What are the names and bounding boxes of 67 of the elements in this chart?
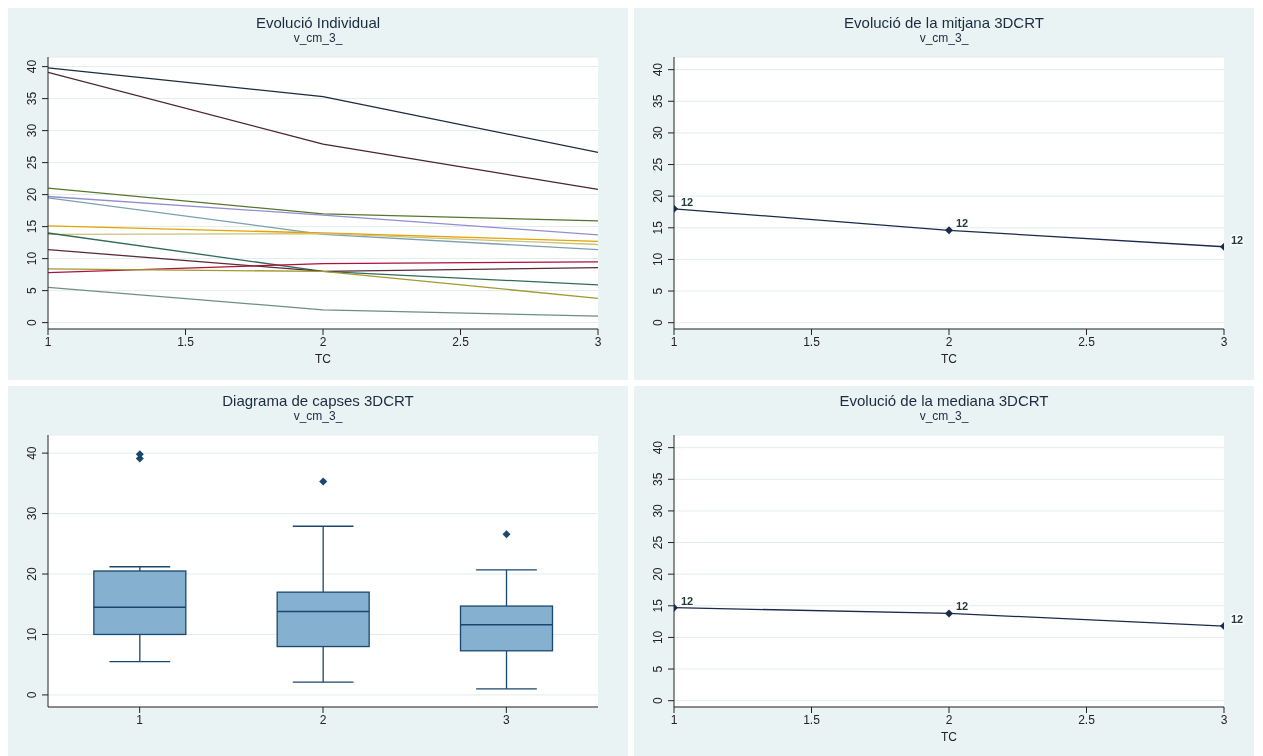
x-tick-label: 1.5 [177, 334, 195, 349]
x-axis-title: TC [941, 352, 958, 366]
x-tick-label: 1.5 [803, 334, 821, 349]
chart-title: Evolució de la mitjana 3DCRT [843, 13, 1045, 31]
x-tick-label: 2 [319, 334, 327, 349]
y-tick-label: 10 [25, 627, 39, 642]
y-tick-label: 35 [651, 94, 665, 108]
chart-subtitle: v_cm_3_ [918, 31, 970, 45]
y-tick-label: 35 [651, 472, 665, 486]
x-tick-label: 2.5 [452, 334, 470, 349]
y-tick-label: 15 [25, 219, 39, 234]
y-tick-label: 10 [651, 252, 665, 267]
x-tick-label: 1 [136, 712, 144, 727]
y-tick-label: 5 [651, 665, 665, 673]
y-tick-label: 25 [25, 155, 39, 170]
x-axis-title: TC [315, 352, 332, 366]
y-tick-label: 15 [651, 598, 665, 613]
y-tick-label: 40 [25, 59, 39, 74]
annotation: 12 [1231, 233, 1244, 246]
chart-title: Evolució de la mediana 3DCRT [838, 391, 1050, 409]
x-tick-label: 1 [670, 712, 678, 727]
y-tick-label: 0 [651, 697, 665, 705]
x-tick-label: 2 [319, 712, 327, 727]
x-tick-label: 2.5 [1078, 712, 1096, 727]
x-tick-label: 3 [1220, 334, 1228, 349]
annotation: 12 [956, 217, 969, 230]
x-tick-label: 1 [44, 334, 52, 349]
y-tick-label: 20 [25, 187, 39, 202]
y-tick-label: 10 [25, 251, 39, 266]
x-axis-title: TC [941, 730, 958, 744]
y-tick-label: 5 [25, 286, 39, 294]
x-tick-label: 2.5 [1078, 334, 1096, 349]
x-tick-label: 3 [594, 334, 602, 349]
chart-title: Evolució Individual [254, 13, 382, 31]
x-tick-label: 1 [670, 334, 678, 349]
x-tick-label: 2 [945, 334, 953, 349]
y-tick-label: 30 [25, 506, 39, 521]
y-tick-label: 20 [25, 567, 39, 581]
y-tick-label: 40 [25, 446, 39, 460]
y-tick-label: 0 [25, 691, 39, 699]
annotation: 12 [1231, 613, 1244, 626]
chart-subtitle: v_cm_3_ [292, 409, 344, 423]
y-tick-label: 40 [651, 62, 665, 77]
y-tick-label: 20 [651, 189, 665, 203]
y-tick-label: 15 [651, 220, 665, 235]
annotation: 12 [681, 195, 694, 208]
chart-subtitle: v_cm_3_ [918, 409, 970, 423]
y-tick-label: 20 [651, 567, 665, 581]
y-tick-label: 25 [651, 535, 665, 550]
annotation: 12 [956, 600, 969, 613]
y-tick-label: 40 [651, 440, 665, 455]
x-tick-label: 3 [502, 712, 510, 727]
y-tick-label: 0 [651, 319, 665, 327]
x-tick-label: 2 [945, 712, 953, 727]
y-tick-label: 30 [651, 503, 665, 518]
x-tick-label: 1.5 [803, 712, 821, 727]
y-tick-label: 30 [651, 125, 665, 140]
y-tick-label: 35 [25, 91, 39, 106]
chart-title: Diagrama de capses 3DCRT [221, 391, 415, 409]
y-tick-label: 30 [25, 123, 39, 138]
annotation: 12 [681, 594, 694, 607]
y-tick-label: 10 [651, 630, 665, 645]
y-tick-label: 0 [25, 318, 39, 326]
y-tick-label: 5 [651, 287, 665, 295]
x-tick-label: 3 [1220, 712, 1228, 727]
y-tick-label: 25 [651, 157, 665, 172]
chart-subtitle: v_cm_3_ [292, 31, 344, 45]
